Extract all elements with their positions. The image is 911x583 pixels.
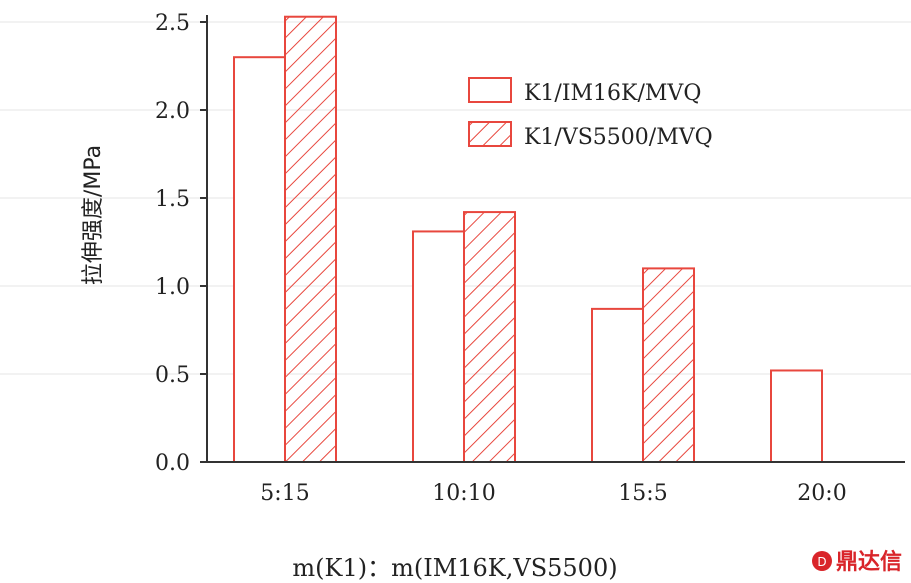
watermark: D 鼎达信 [812, 549, 902, 575]
y-tick-label: 1.0 [155, 275, 190, 300]
x-tick-label: 5:15 [260, 481, 309, 506]
y-tick-label: 1.5 [155, 187, 190, 212]
legend-label-series-2: K1/VS5500/MVQ [524, 125, 713, 150]
bar-k1-vs5500-mvq-1 [463, 211, 516, 463]
x-tick-label: 20:0 [797, 481, 846, 506]
x-tick-label: 15:5 [618, 481, 667, 506]
bar-k1-im16k-mvq-1 [412, 230, 465, 463]
bar-k1-vs5500-mvq-2 [642, 267, 695, 463]
watermark-text: 鼎达信 [836, 549, 902, 575]
x-axis-label: m(K1)：m(IM16K,VS5500) [292, 554, 617, 582]
gridlines [0, 21, 911, 375]
y-tick-label: 0.5 [155, 363, 190, 388]
axes [206, 15, 905, 463]
y-ticks: 0.0 0.5 1.0 1.5 2.0 2.5 [155, 11, 207, 476]
dingdaxin-logo-icon [812, 551, 832, 571]
bars [233, 15, 823, 464]
legend-swatch-open [468, 77, 512, 103]
legend-label-series-1: K1/IM16K/MVQ [524, 81, 701, 106]
bar-k1-im16k-mvq-0 [233, 56, 286, 463]
x-tick-label: 10:10 [432, 481, 495, 506]
legend-swatch-hatched [468, 121, 512, 147]
bar-k1-im16k-mvq-2 [591, 307, 644, 463]
svg-text:D: D [817, 555, 826, 569]
y-tick-label: 0.0 [155, 451, 190, 476]
y-tick-label: 2.0 [155, 99, 190, 124]
x-ticks: 5:15 10:10 15:5 20:0 [260, 481, 846, 506]
bar-k1-vs5500-mvq-0 [284, 15, 337, 463]
y-tick-label: 2.5 [155, 11, 190, 36]
bar-k1-im16k-mvq-3 [770, 369, 823, 464]
legend: K1/IM16K/MVQ K1/VS5500/MVQ [468, 77, 713, 150]
y-axis-label: 拉伸强度/MPa [81, 145, 106, 285]
